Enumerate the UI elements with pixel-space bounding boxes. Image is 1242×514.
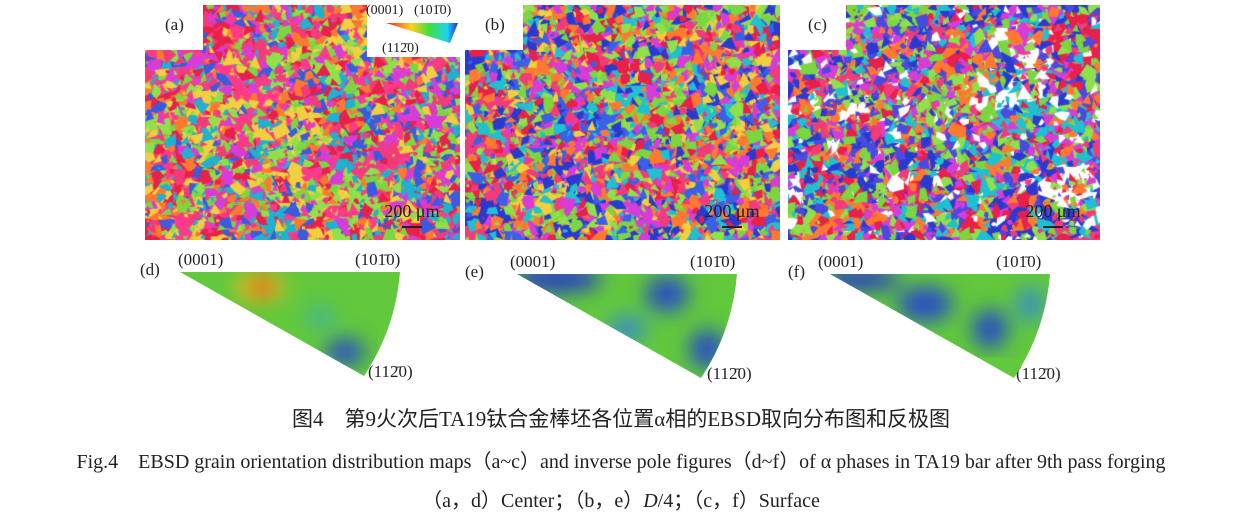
scale-bar: 200 μm xyxy=(1018,201,1088,228)
ipf-color-key: (0001) (101̄0) (112̄0) xyxy=(362,3,462,58)
caption-chinese: 图4 第9火次后TA19钛合金棒坯各位置α相的EBSD取向分布图和反极图 xyxy=(292,407,950,431)
key-label-1120: (112̄0) xyxy=(382,41,419,56)
scale-label: 200 μm xyxy=(1025,201,1081,221)
panel-label: (a) xyxy=(165,15,184,34)
ebsd-map-a: (a) 200 μm xyxy=(145,5,460,240)
ipf-d: (d) (0001) (101̄0) (112̄0) xyxy=(140,250,440,390)
ipf-sector xyxy=(517,274,737,378)
scale-bar: 200 μm xyxy=(697,201,767,228)
caption-english-line2: （a，d）Center；（b，e）D/4；（c，f）Surface xyxy=(0,484,1242,513)
key-triangle xyxy=(386,23,458,43)
ebsd-map-b: (b) 200 μm xyxy=(465,5,780,240)
caption-part: /4；（c，f）Surface xyxy=(657,490,820,512)
label-1120: (112̄0) xyxy=(368,362,413,381)
label-1120: (112̄0) xyxy=(1016,364,1061,383)
label-1010: (101̄0) xyxy=(355,250,401,269)
panel-label: (c) xyxy=(808,15,827,34)
ipf-sector xyxy=(180,272,400,376)
scale-bar: 200 μm xyxy=(377,201,447,228)
label-0001: (0001) xyxy=(818,252,864,271)
panel-label: (d) xyxy=(140,260,160,279)
caption-english: Fig.4 EBSD grain orientation distributio… xyxy=(76,451,1166,473)
label-1120: (112̄0) xyxy=(707,364,752,383)
key-label-1010: (101̄0) xyxy=(414,3,452,18)
ipf-e: (e) (0001) (101̄0) (112̄0) xyxy=(465,250,765,390)
scale-label: 200 μm xyxy=(704,201,760,221)
label-0001: (0001) xyxy=(510,252,556,271)
key-label-0001: (0001) xyxy=(366,3,404,18)
label-1010: (101̄0) xyxy=(996,252,1042,271)
caption-italic-d: D xyxy=(643,490,658,512)
label-1010: (101̄0) xyxy=(690,252,736,271)
scale-label: 200 μm xyxy=(384,201,440,221)
panel-label: (e) xyxy=(465,262,484,281)
caption-part: （a，d）Center；（b，e） xyxy=(422,490,644,512)
ebsd-map-c: (c) 200 μm xyxy=(788,5,1100,240)
ipf-sector xyxy=(830,274,1050,378)
panel-label: (f) xyxy=(788,262,805,281)
panel-label: (b) xyxy=(485,15,505,34)
ipf-f: (f) (0001) (101̄0) (112̄0) xyxy=(788,250,1088,390)
label-0001: (0001) xyxy=(178,250,224,269)
